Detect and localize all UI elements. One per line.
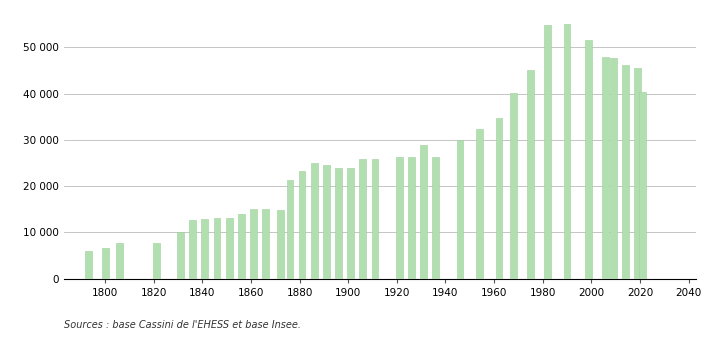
Bar: [420, 145, 427, 279]
Bar: [178, 233, 184, 279]
Bar: [311, 163, 317, 279]
Bar: [432, 156, 439, 279]
Bar: [347, 168, 354, 279]
Bar: [277, 210, 283, 279]
Bar: [396, 156, 403, 279]
Bar: [287, 180, 293, 279]
Bar: [153, 243, 160, 279]
Bar: [457, 140, 464, 279]
Bar: [226, 218, 233, 279]
Bar: [214, 218, 220, 279]
Bar: [496, 118, 503, 279]
Bar: [476, 129, 483, 279]
Bar: [610, 58, 616, 279]
Bar: [323, 165, 329, 279]
Bar: [84, 251, 92, 279]
Bar: [102, 248, 109, 279]
Bar: [335, 168, 342, 279]
Bar: [564, 24, 570, 279]
Bar: [116, 243, 124, 279]
Text: Sources : base Cassini de l'EHESS et base Insee.: Sources : base Cassini de l'EHESS et bas…: [64, 320, 301, 330]
Bar: [202, 219, 208, 279]
Bar: [408, 156, 415, 279]
Bar: [371, 159, 378, 279]
Bar: [527, 70, 534, 279]
Bar: [510, 93, 517, 279]
Bar: [238, 214, 245, 279]
Bar: [250, 209, 257, 279]
Bar: [586, 40, 592, 279]
Bar: [634, 68, 641, 279]
Bar: [639, 92, 645, 279]
Bar: [622, 65, 629, 279]
Bar: [190, 220, 196, 279]
Bar: [262, 209, 269, 279]
Bar: [544, 24, 551, 279]
Bar: [299, 171, 305, 279]
Bar: [359, 159, 366, 279]
Bar: [603, 56, 609, 279]
